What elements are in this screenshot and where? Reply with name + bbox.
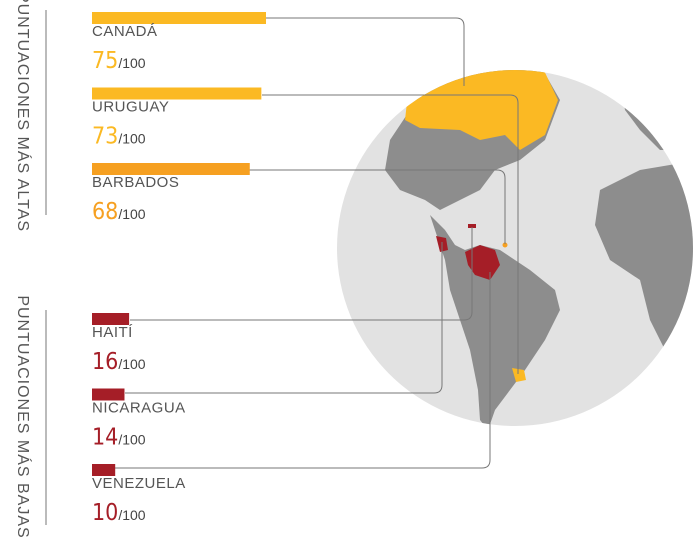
connector [249,169,506,244]
category-label: NICARAGUA [92,400,186,417]
score-value: 68 [92,199,118,225]
uruguay [512,368,526,382]
africa [595,160,693,360]
score: 14/100 [92,425,146,451]
connectors [115,17,519,469]
globe-map [337,70,693,426]
score-suffix: /100 [118,507,145,523]
category-label: CANADÁ [92,23,158,40]
score-suffix: /100 [118,55,145,71]
score: 68/100 [92,199,146,225]
category-label: HAITÍ [92,324,133,341]
score-value: 75 [92,48,118,74]
south-america [430,215,560,426]
score: 75/100 [92,48,146,74]
venezuela [465,245,500,280]
bars: CANADÁ 75/100 URUGUAY 73/100 BARBADOS 68/100 H… [92,12,266,526]
score-suffix: /100 [118,432,145,448]
score: 10/100 [92,500,146,526]
bar [92,313,130,325]
category-label: VENEZUELA [92,475,186,492]
score-value: 73 [92,124,118,150]
connector [266,17,465,86]
score-value: 14 [92,425,118,451]
score-suffix: /100 [118,356,145,372]
barbados [502,242,508,248]
bar [92,87,262,100]
bar [92,388,125,401]
bar [92,163,250,175]
connector [130,227,473,321]
score-suffix: /100 [118,131,145,147]
score: 16/100 [92,349,146,375]
connector [262,94,519,374]
score-value: 10 [92,500,118,526]
group-title: PUNTUACIONES MÁS ALTAS [14,0,33,232]
connector [125,242,443,394]
score-suffix: /100 [118,206,145,222]
group-title: PUNTUACIONES MÁS BAJAS [14,295,33,538]
bar [92,464,116,476]
connector [115,272,491,469]
score-value: 16 [92,349,118,375]
category-label: URUGUAY [92,99,169,116]
haiti [468,224,476,228]
category-label: BARBADOS [92,174,179,191]
bar [92,12,266,24]
score: 73/100 [92,124,146,150]
